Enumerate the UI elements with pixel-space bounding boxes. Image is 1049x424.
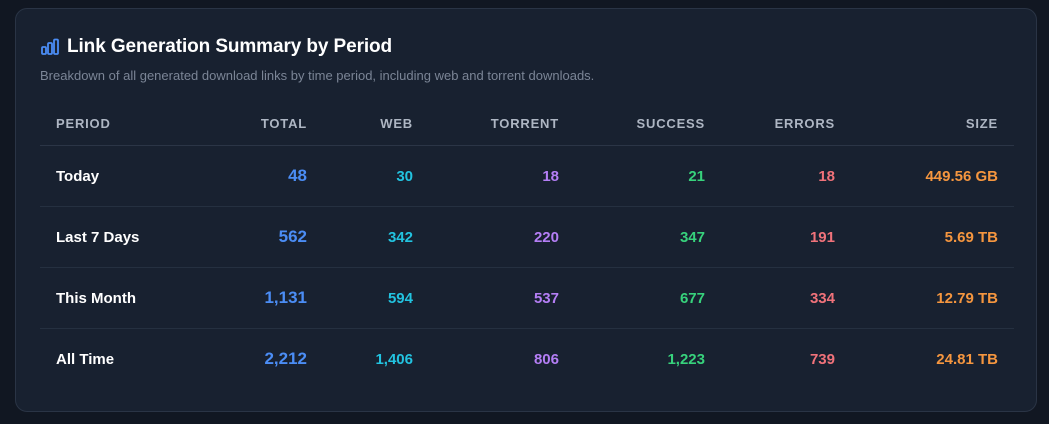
cell-total: 2,212 <box>264 349 307 368</box>
cell-period: This Month <box>40 267 204 329</box>
table-row: Last 7 Days 562 342 220 347 191 5.69 TB <box>40 206 1014 268</box>
table-row: Today 48 30 18 21 18 449.56 GB <box>40 145 1014 207</box>
bar-chart-icon <box>40 37 60 57</box>
cell-size: 449.56 GB <box>835 145 1014 207</box>
table-row: This Month 1,131 594 537 677 334 12.79 T… <box>40 267 1014 329</box>
column-header-size: SIZE <box>835 101 1014 146</box>
column-header-total: TOTAL <box>204 101 307 146</box>
cell-errors: 18 <box>705 145 835 207</box>
card-subtitle: Breakdown of all generated download link… <box>40 68 595 83</box>
table-header-row: PERIOD TOTAL WEB TORRENT SUCCESS ERRORS … <box>40 101 1014 146</box>
cell-web: 342 <box>307 206 413 268</box>
summary-card: Link Generation Summary by Period Breakd… <box>15 8 1037 412</box>
cell-size: 12.79 TB <box>835 267 1014 329</box>
cell-period: Today <box>40 145 204 207</box>
cell-total: 562 <box>204 206 307 268</box>
cell-size: 5.69 TB <box>835 206 1014 268</box>
cell-success: 347 <box>559 206 705 268</box>
card-header: Link Generation Summary by Period <box>40 36 392 58</box>
cell-total: 48 <box>204 145 307 207</box>
column-header-success: SUCCESS <box>559 101 705 146</box>
cell-success: 1,223 <box>667 350 705 368</box>
cell-torrent: 18 <box>413 145 559 207</box>
cell-torrent: 806 <box>533 350 559 368</box>
cell-errors: 739 <box>809 350 835 368</box>
cell-size: 24.81 TB <box>936 350 998 368</box>
column-header-torrent: TORRENT <box>413 101 559 146</box>
cell-errors: 334 <box>705 267 835 329</box>
card-title: Link Generation Summary by Period <box>67 36 393 57</box>
cell-errors: 191 <box>705 206 835 268</box>
summary-table: PERIOD TOTAL WEB TORRENT SUCCESS ERRORS … <box>40 101 1014 389</box>
cell-period: Last 7 Days <box>40 206 204 268</box>
cell-success: 677 <box>559 267 705 329</box>
cell-web: 30 <box>307 145 413 207</box>
cell-torrent: 220 <box>413 206 559 268</box>
table-row: All Time 2,212 1,406 806 1,223 739 24.81… <box>40 329 1014 390</box>
cell-torrent: 537 <box>413 267 559 329</box>
column-header-errors: ERRORS <box>705 101 835 146</box>
cell-web: 594 <box>307 267 413 329</box>
column-header-period: PERIOD <box>40 101 204 146</box>
cell-success: 21 <box>559 145 705 207</box>
cell-period: All Time <box>56 350 115 368</box>
cell-web: 1,406 <box>375 350 413 368</box>
column-header-web: WEB <box>307 101 413 146</box>
cell-total: 1,131 <box>204 267 307 329</box>
